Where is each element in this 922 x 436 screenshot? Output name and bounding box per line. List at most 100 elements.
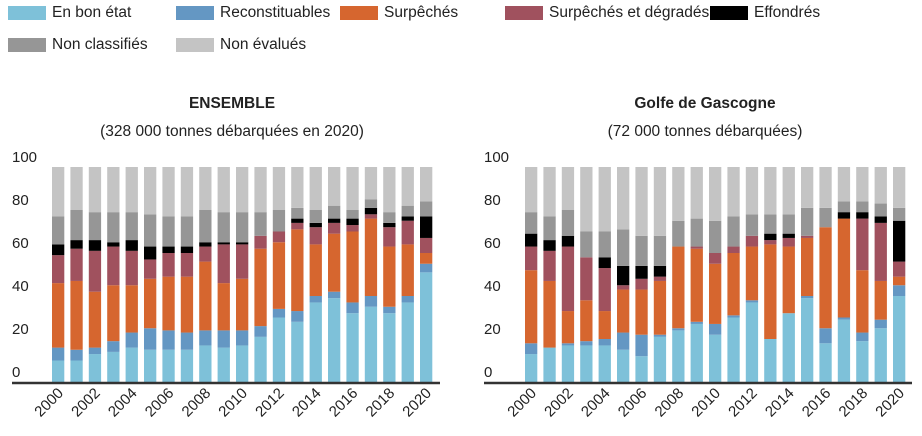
legend-item: Reconstituables: [176, 4, 330, 22]
y-tick-label: 20: [484, 321, 501, 338]
bar-segment: [70, 240, 83, 249]
bar-segment: [52, 167, 65, 217]
legend-label: Reconstituables: [220, 4, 331, 21]
bar-segment: [199, 167, 212, 210]
legend-swatch: [176, 38, 214, 52]
bar-segment: [580, 341, 593, 346]
bar-segment: [144, 349, 157, 382]
bar-segment: [364, 306, 378, 382]
y-tick-label: 60: [484, 235, 501, 252]
bar-segment: [856, 332, 869, 342]
x-tick-label: 2012: [252, 385, 288, 421]
bar-segment: [635, 278, 648, 290]
bar-segment: [364, 214, 378, 219]
bar-segment: [291, 218, 304, 223]
bar-segment: [144, 278, 157, 329]
bar-segment: [272, 231, 286, 243]
x-tick-label: 2000: [31, 385, 67, 421]
bar-segment: [893, 167, 906, 208]
bar-segment: [199, 246, 212, 262]
bar-segment: [598, 311, 611, 339]
bar-segment: [162, 276, 175, 331]
bar-segment: [801, 237, 814, 296]
bar-segment: [401, 167, 414, 206]
bar-segment: [745, 300, 759, 303]
bar-segment: [635, 167, 648, 236]
bar-segment: [874, 222, 887, 281]
bar-segment: [217, 167, 230, 213]
bar-segment: [88, 240, 102, 251]
bar-segment: [383, 227, 396, 247]
bar-segment: [107, 351, 120, 382]
bar-segment: [598, 257, 611, 269]
bar-segment: [561, 210, 575, 236]
bar-segment: [782, 246, 795, 314]
bar-segment: [874, 203, 887, 217]
bar-segment: [672, 167, 685, 221]
bar-segment: [653, 280, 667, 335]
bar-segment: [617, 349, 630, 382]
y-tick-label: 80: [12, 192, 29, 209]
bar-segment: [745, 214, 759, 236]
x-tick-label: 2020: [399, 385, 435, 421]
bar-segment: [364, 167, 378, 200]
bar-segment: [346, 210, 359, 219]
bar-segment: [180, 253, 194, 277]
legend-label: Effondrés: [754, 4, 821, 21]
bar-segment: [598, 339, 611, 346]
bar-segment: [328, 233, 341, 292]
x-tick-label: 2014: [289, 385, 325, 421]
bar-segment: [727, 216, 740, 247]
bar-segment: [291, 311, 304, 322]
bar-segment: [162, 253, 175, 277]
legend-swatch: [710, 6, 748, 20]
bar-segment: [893, 261, 906, 277]
y-tick-label: 0: [484, 364, 492, 381]
chart-ensemble: ENSEMBLE (328 000 tonnes débarquées en 2…: [12, 95, 440, 420]
bar-segment: [801, 298, 814, 382]
bar-segment: [309, 210, 322, 223]
bar-segment: [107, 242, 120, 247]
bar-segment: [561, 235, 575, 247]
legend-label: Surpêchés: [384, 4, 459, 21]
bar-segment: [837, 167, 851, 202]
bar-segment: [180, 276, 194, 333]
chart-golfe-de-gascogne: Golfe de Gascogne (72 000 tonnes débarqu…: [484, 95, 912, 420]
bar-segment: [346, 225, 359, 232]
bar-segment: [635, 289, 648, 335]
bar-segment: [837, 319, 851, 382]
x-tick-label: 2006: [615, 385, 651, 421]
bar-segment: [180, 246, 194, 253]
bar-segment: [690, 246, 703, 249]
bar-segment: [672, 246, 685, 329]
bar-segment: [543, 347, 556, 382]
bar-segment: [346, 218, 359, 226]
bar-segment: [690, 323, 703, 382]
bar-segment: [580, 257, 593, 301]
bar-segment: [580, 167, 593, 232]
chart-subtitle: (72 000 tonnes débarquées): [608, 123, 803, 140]
bar-segment: [217, 330, 230, 348]
bar-segment: [107, 341, 120, 352]
bar-segment: [617, 285, 630, 290]
bar-segment: [580, 345, 593, 382]
bar-segment: [291, 222, 304, 230]
bar-segment: [782, 237, 795, 247]
bar-segment: [272, 210, 286, 232]
bar-segment: [653, 276, 667, 281]
bar-segment: [52, 360, 65, 382]
bar-segment: [727, 246, 740, 253]
bar-segment: [598, 231, 611, 258]
bar-segment: [543, 167, 556, 217]
bar-segment: [801, 207, 814, 236]
legend-item: Surpêchés et dégradés: [505, 4, 709, 22]
bar-segment: [236, 278, 249, 331]
bar-segment: [180, 349, 194, 382]
y-tick-label: 100: [484, 149, 509, 166]
chart-subtitle: (328 000 tonnes débarquées en 2020): [100, 123, 364, 140]
bar-segment: [525, 343, 538, 355]
bar-segment: [727, 317, 740, 382]
bar-segment: [764, 233, 777, 241]
bar-segment: [383, 212, 396, 223]
bar-segment: [617, 167, 630, 230]
